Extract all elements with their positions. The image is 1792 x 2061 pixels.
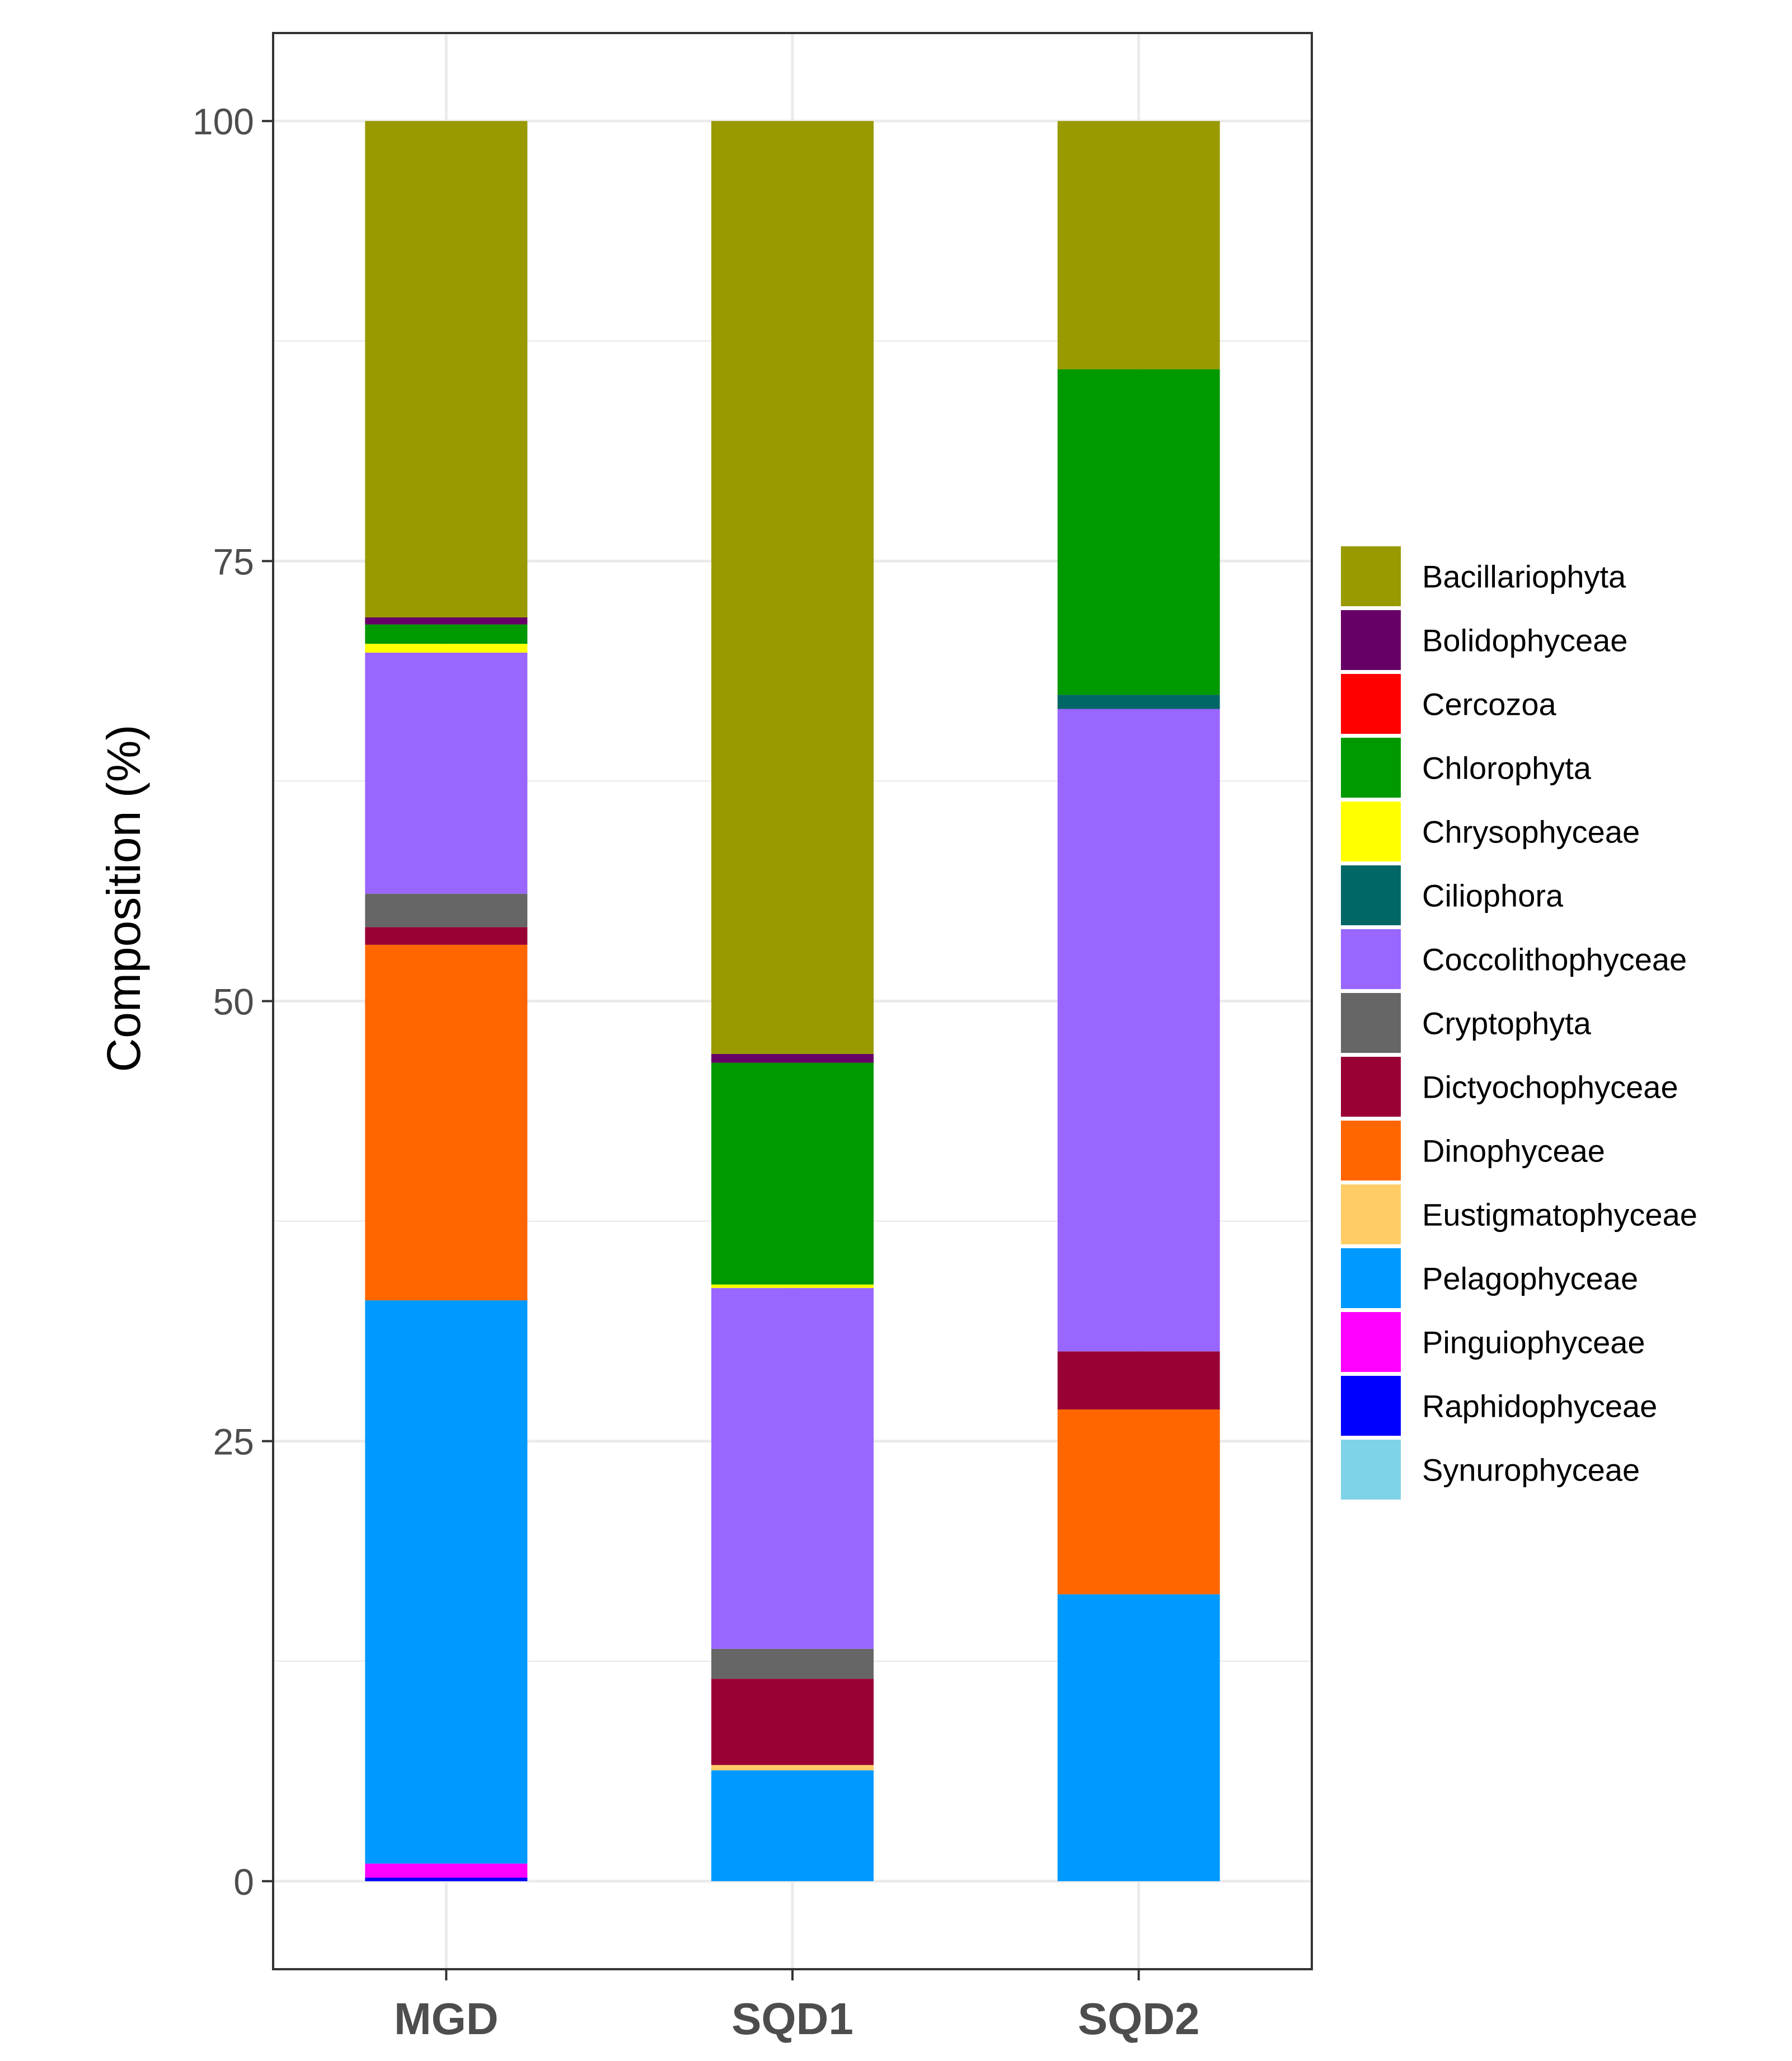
legend-key: [1341, 1121, 1401, 1181]
legend-key: [1341, 1248, 1401, 1308]
bar-segment: [365, 944, 528, 1301]
bar-segment: [711, 1288, 874, 1649]
legend-label: Pinguiophyceae: [1422, 1325, 1645, 1360]
legend-key: [1341, 1057, 1401, 1117]
legend-key: [1341, 802, 1401, 861]
y-tick-label: 0: [233, 1861, 254, 1903]
bar-segment: [711, 1770, 874, 1881]
bar-segment: [1057, 1351, 1220, 1410]
bar-segment: [1057, 695, 1220, 709]
x-tick-label: SQD2: [1078, 1994, 1200, 2044]
bar-segment: [365, 644, 528, 653]
legend-key: [1341, 1184, 1401, 1244]
bar-segment: [711, 1062, 874, 1285]
bar-segment: [365, 1863, 528, 1878]
bar-segment: [365, 893, 528, 928]
legend: Bacillariophyta Bolidophyceae Cercozoa Chlo…: [1341, 546, 1697, 1500]
legend-key: [1341, 1440, 1401, 1500]
legend-label: Eustigmatophyceae: [1422, 1197, 1697, 1233]
bar-segment: [711, 1679, 874, 1765]
bar-segment: [711, 1284, 874, 1289]
legend-label: Cercozoa: [1422, 687, 1557, 722]
y-axis-title: Composition (%): [97, 725, 150, 1072]
bar-segment: [1057, 121, 1220, 369]
y-tick-label: 100: [193, 101, 254, 142]
bar-segment: [365, 624, 528, 644]
bar-segment: [1057, 369, 1220, 695]
legend-key: [1341, 674, 1401, 734]
y-axis: 0 25 50 75 100: [193, 101, 273, 1903]
legend-label: Coccolithophyceae: [1422, 942, 1687, 977]
legend-label: Cryptophyta: [1422, 1006, 1592, 1041]
bar-segment: [365, 1300, 528, 1864]
legend-key: [1341, 1312, 1401, 1372]
legend-key: [1341, 546, 1401, 606]
bar-segment: [365, 121, 528, 617]
bar-segment: [365, 1877, 528, 1881]
bar-segment: [711, 1053, 874, 1063]
legend-label: Dictyochophyceae: [1422, 1070, 1678, 1105]
legend-label: Bolidophyceae: [1422, 623, 1627, 658]
bar-segment: [711, 1765, 874, 1770]
legend-key: [1341, 1376, 1401, 1436]
legend-key: [1341, 929, 1401, 989]
y-tick-label: 25: [213, 1421, 254, 1463]
bar-segment: [1057, 709, 1220, 1352]
legend-label: Chlorophyta: [1422, 751, 1592, 786]
legend-label: Synurophyceae: [1422, 1453, 1640, 1488]
bar-segment: [1057, 1594, 1220, 1881]
bars: [365, 121, 1220, 1881]
legend-key: [1341, 738, 1401, 798]
legend-label: Dinophyceae: [1422, 1133, 1605, 1169]
legend-label: Raphidophyceae: [1422, 1389, 1657, 1424]
bar-segment: [1057, 1409, 1220, 1595]
legend-label: Chrysophyceae: [1422, 814, 1640, 850]
y-tick-label: 50: [213, 981, 254, 1023]
bar-segment: [711, 1648, 874, 1679]
x-axis: MGD SQD1 SQD2: [394, 1969, 1200, 2044]
bar-segment: [365, 652, 528, 894]
legend-label: Ciliophora: [1422, 878, 1564, 914]
x-tick-label: SQD1: [731, 1994, 853, 2044]
y-tick-label: 75: [213, 541, 254, 582]
legend-key: [1341, 993, 1401, 1053]
bar-segment: [365, 927, 528, 945]
legend-label: Bacillariophyta: [1422, 559, 1626, 594]
legend-key: [1341, 610, 1401, 670]
bar-segment: [711, 121, 874, 1054]
legend-label: Pelagophyceae: [1422, 1261, 1638, 1296]
x-tick-label: MGD: [394, 1994, 499, 2044]
legend-key: [1341, 865, 1401, 925]
bar-segment: [365, 617, 528, 625]
